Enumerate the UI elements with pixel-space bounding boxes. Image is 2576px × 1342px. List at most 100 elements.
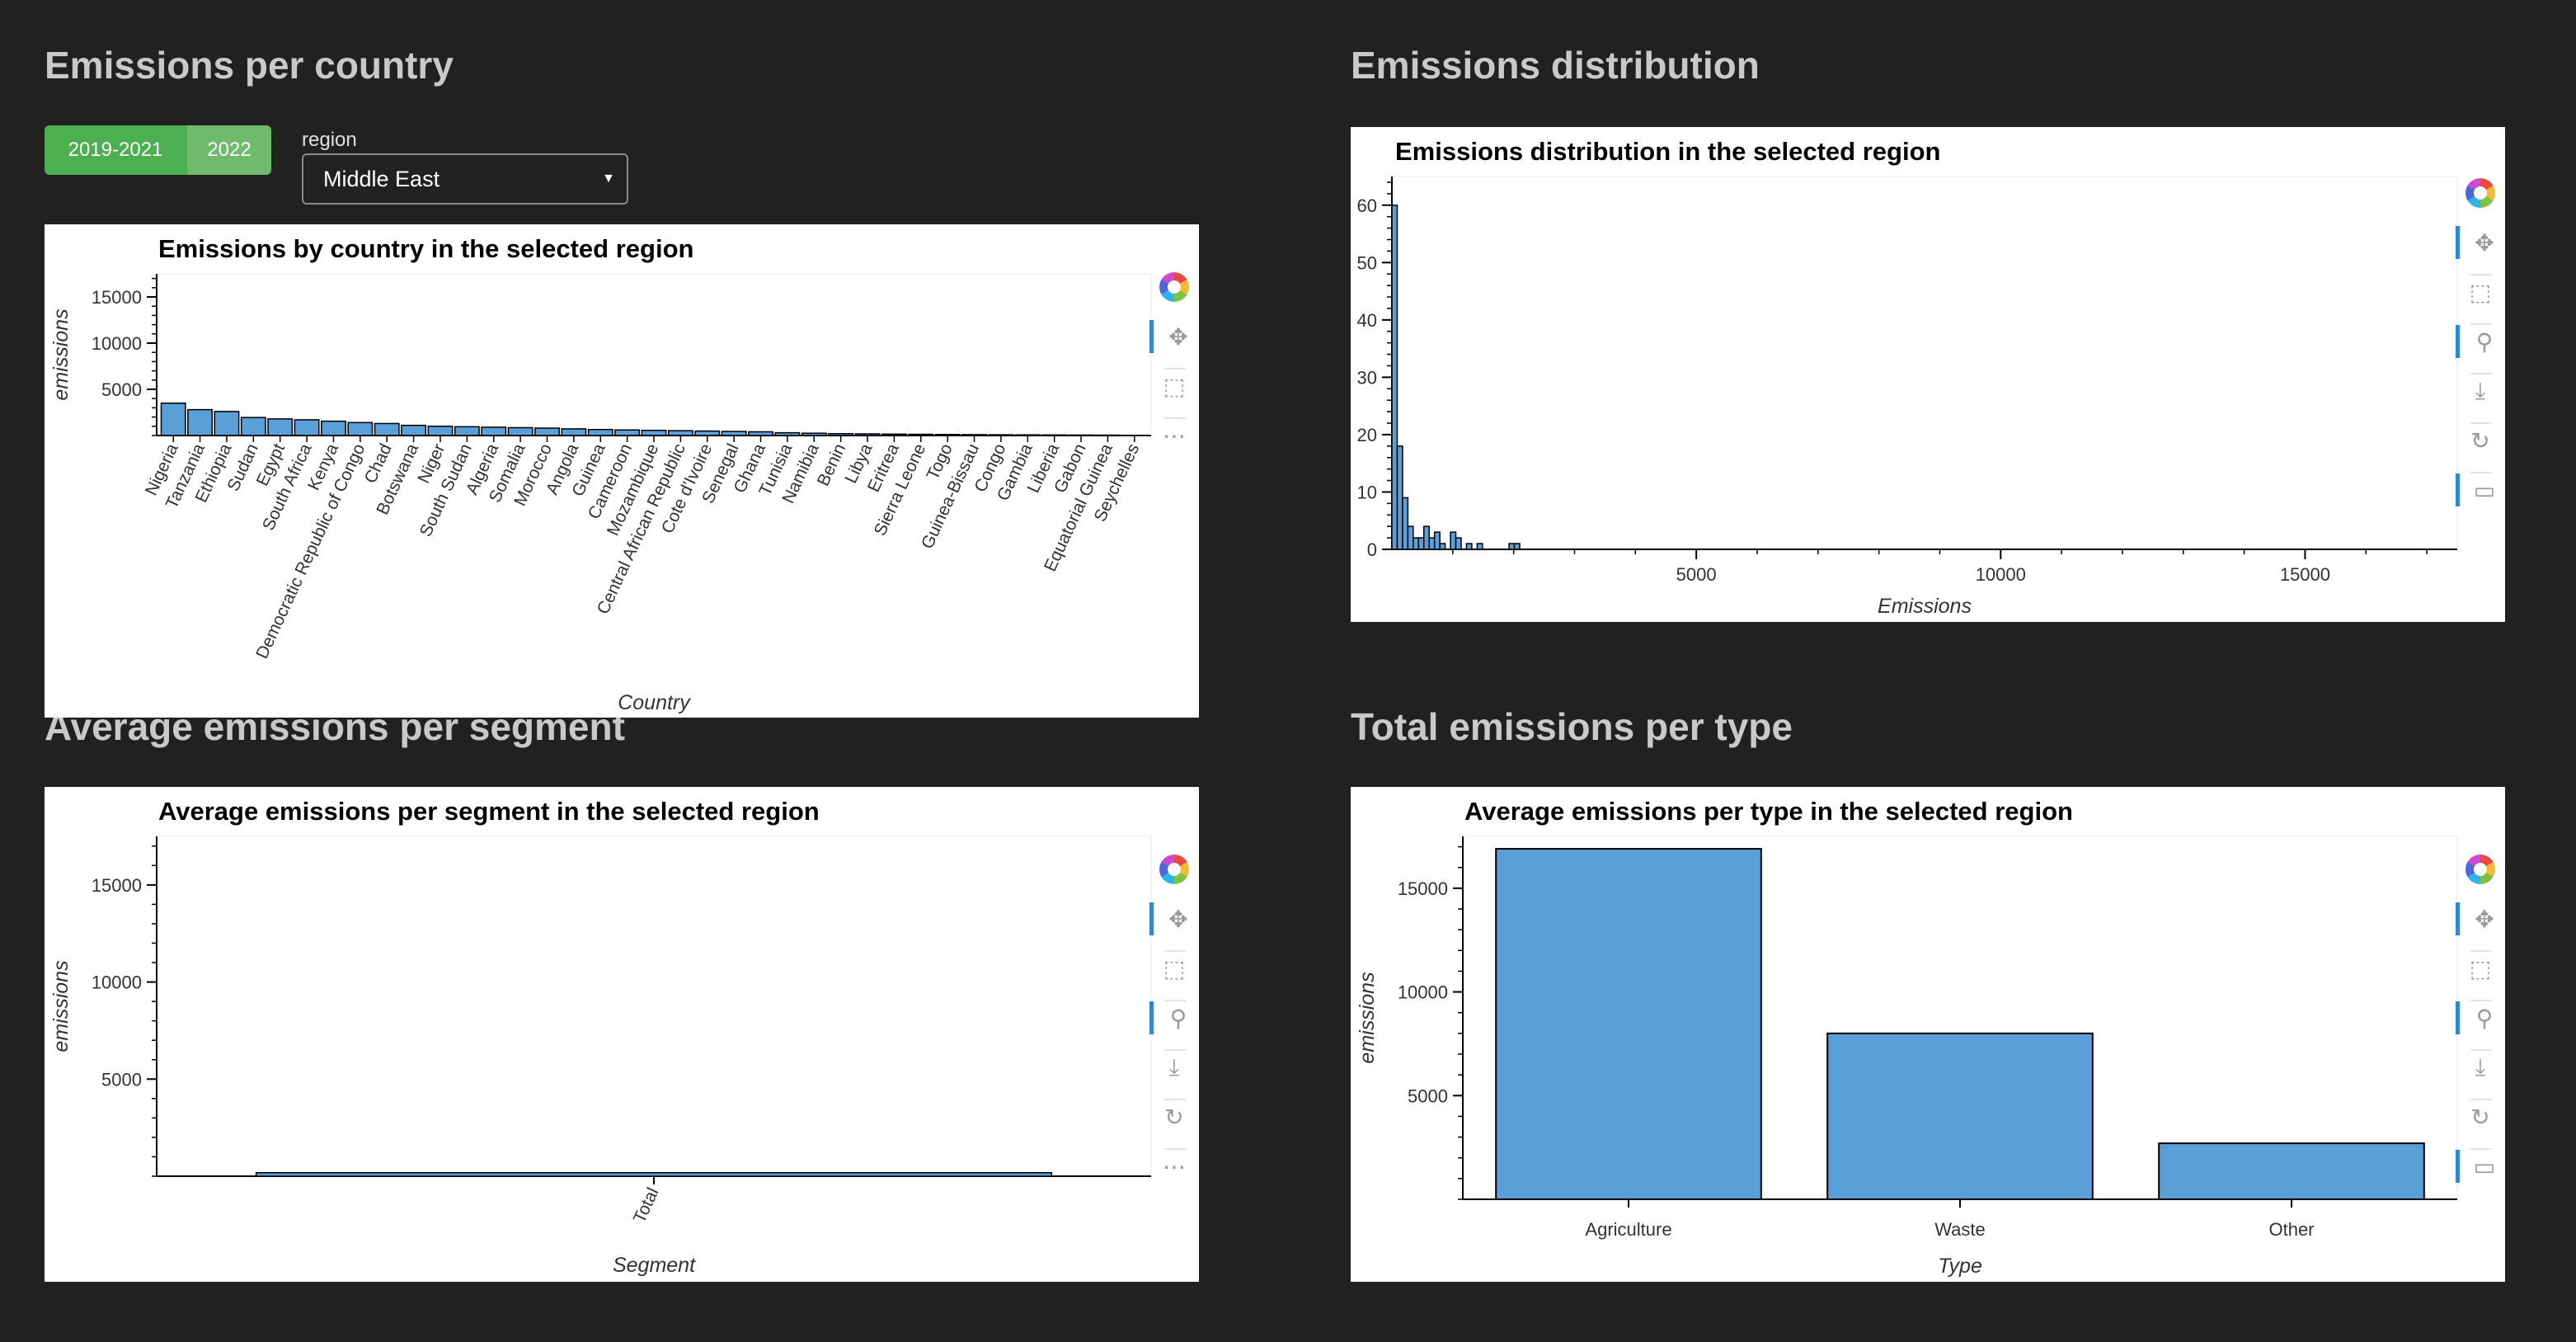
box-zoom-icon[interactable]: ⬚ bbox=[1163, 955, 1186, 982]
save-icon[interactable]: ⤓ bbox=[2475, 377, 2486, 403]
bokeh-logo-icon bbox=[1149, 853, 1199, 886]
toolbar-separator bbox=[2470, 1148, 2492, 1150]
histogram-bar bbox=[1396, 445, 1403, 550]
box-zoom-icon[interactable]: ⬚ bbox=[1163, 373, 1186, 399]
wheel-zoom-icon[interactable]: ⚲ bbox=[1149, 1001, 1203, 1034]
y-axis-label: emissions bbox=[49, 960, 73, 1052]
histogram-bar bbox=[1465, 543, 1473, 550]
wheel-zoom-icon[interactable]: ⚲ bbox=[2456, 1001, 2509, 1034]
y-tick-label: 10 bbox=[1357, 482, 1377, 502]
hover-icon[interactable]: ▭ bbox=[2456, 473, 2509, 506]
y-tick-label: 50 bbox=[1357, 252, 1377, 273]
bar bbox=[908, 433, 934, 436]
reset-icon[interactable]: ↻ bbox=[2470, 1104, 2490, 1130]
y-tick-label: 5000 bbox=[101, 1069, 142, 1090]
toolbar-separator bbox=[2470, 1000, 2492, 1001]
more-icon[interactable]: ⋯ bbox=[1163, 1153, 1186, 1180]
save-icon[interactable]: ⤓ bbox=[2475, 1053, 2486, 1080]
box-zoom-icon[interactable]: ⬚ bbox=[2469, 955, 2492, 982]
region-select[interactable]: Middle East ▼ bbox=[302, 153, 628, 205]
chevron-down-icon: ▼ bbox=[602, 172, 615, 186]
bar bbox=[881, 433, 907, 436]
chart-title: Emissions distribution in the selected r… bbox=[1395, 137, 1940, 166]
bar bbox=[2158, 1142, 2425, 1200]
toolbar-separator bbox=[1164, 368, 1186, 370]
box-zoom-icon[interactable]: ⬚ bbox=[2469, 279, 2492, 305]
bar bbox=[614, 429, 641, 436]
bokeh-logo-graphic bbox=[1159, 272, 1189, 302]
chart-title: Emissions by country in the selected reg… bbox=[158, 234, 693, 263]
bar bbox=[1495, 848, 1762, 1200]
bar bbox=[828, 433, 854, 436]
bar bbox=[401, 424, 427, 436]
bar bbox=[854, 433, 881, 436]
period-button-2022[interactable]: 2022 bbox=[186, 125, 271, 175]
pan-icon[interactable]: ✥ bbox=[1149, 902, 1203, 935]
period-button-2019-2021[interactable]: 2019-2021 bbox=[45, 125, 186, 175]
bokeh-logo-icon bbox=[2456, 853, 2505, 886]
pan-icon[interactable]: ✥ bbox=[2456, 226, 2509, 259]
y-tick-label: 0 bbox=[1367, 539, 1377, 560]
y-axis-label: emissions bbox=[1356, 972, 1379, 1063]
bar bbox=[255, 1172, 1053, 1177]
x-tick-label: 5000 bbox=[1676, 564, 1717, 585]
toolbar-separator bbox=[2470, 472, 2492, 473]
chart-segment: Average emissions per segment in the sel… bbox=[49, 797, 1152, 1277]
bar bbox=[427, 426, 454, 436]
bar bbox=[374, 422, 400, 436]
more-icon[interactable]: ⋯ bbox=[1163, 422, 1186, 449]
bar bbox=[748, 431, 773, 436]
toolbar-separator bbox=[1164, 417, 1186, 419]
bar bbox=[667, 430, 693, 436]
chart-distribution: Emissions distribution in the selected r… bbox=[1357, 137, 2458, 618]
histogram-bar bbox=[1423, 525, 1430, 550]
reset-icon[interactable]: ↻ bbox=[2470, 427, 2490, 454]
toolbar-separator bbox=[1164, 1049, 1186, 1051]
chart-panel-type: Average emissions per type in the select… bbox=[1351, 787, 2505, 1282]
toolbar-separator bbox=[2470, 274, 2492, 275]
histogram-bar bbox=[1513, 543, 1521, 550]
chart-panel-country: Emissions by country in the selected reg… bbox=[45, 224, 1199, 718]
bar bbox=[961, 434, 987, 436]
x-tick-label: 15000 bbox=[2280, 564, 2330, 585]
histogram-bar bbox=[1428, 537, 1436, 550]
histogram-bar bbox=[1508, 543, 1516, 550]
hover-icon[interactable]: ▭ bbox=[2456, 1150, 2509, 1183]
bar bbox=[934, 434, 961, 436]
chart-country: Emissions by country in the selected reg… bbox=[49, 234, 1152, 714]
bar bbox=[267, 418, 294, 436]
y-tick-label: 15000 bbox=[1398, 878, 1448, 899]
toolbar-separator bbox=[2470, 1049, 2492, 1051]
histogram-bar bbox=[1402, 497, 1409, 550]
save-icon[interactable]: ⤓ bbox=[1168, 1053, 1180, 1080]
histogram-bar bbox=[1417, 537, 1425, 550]
section-title-type: Total emissions per type bbox=[1351, 705, 1793, 748]
bar bbox=[240, 417, 266, 436]
toolbar-separator bbox=[1164, 1000, 1186, 1001]
bar bbox=[774, 431, 801, 436]
bar bbox=[721, 431, 747, 436]
bar bbox=[694, 430, 721, 436]
bar bbox=[1041, 434, 1068, 436]
section-title-country: Emissions per country bbox=[45, 44, 454, 87]
y-tick-label: 10000 bbox=[1398, 982, 1448, 1003]
y-tick-label: 10000 bbox=[92, 333, 142, 354]
bar bbox=[347, 421, 374, 436]
x-axis-label: Emissions bbox=[1878, 595, 1972, 618]
chart-panel-segment: Average emissions per segment in the sel… bbox=[45, 787, 1199, 1282]
plot-frame bbox=[156, 836, 1152, 1177]
bar bbox=[454, 426, 480, 436]
histogram-bar bbox=[1433, 531, 1441, 550]
histogram-bar bbox=[1450, 531, 1457, 550]
pan-icon[interactable]: ✥ bbox=[1149, 320, 1203, 353]
histogram-bar bbox=[1439, 543, 1446, 550]
x-axis-label: Country bbox=[618, 691, 691, 714]
pan-icon[interactable]: ✥ bbox=[2456, 902, 2509, 935]
bar bbox=[294, 419, 320, 436]
y-tick-label: 15000 bbox=[92, 287, 142, 308]
reset-icon[interactable]: ↻ bbox=[1164, 1104, 1184, 1130]
wheel-zoom-icon[interactable]: ⚲ bbox=[2456, 325, 2509, 358]
bokeh-logo-graphic bbox=[2466, 178, 2495, 208]
toolbar-separator bbox=[2470, 950, 2492, 952]
bar bbox=[507, 426, 534, 436]
